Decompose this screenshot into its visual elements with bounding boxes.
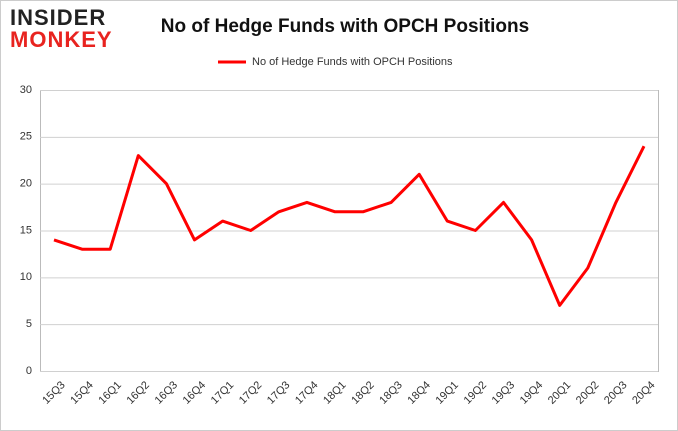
y-tick-label: 20 [20, 178, 32, 190]
logo-top: INSIDER [10, 5, 106, 30]
y-tick-label: 10 [20, 271, 32, 283]
y-tick-label: 0 [26, 365, 32, 377]
chart-title: No of Hedge Funds with OPCH Positions [161, 16, 529, 37]
y-tick-label: 15 [20, 224, 32, 236]
y-tick-label: 30 [20, 84, 32, 96]
data-line [53, 145, 646, 307]
y-tick-label: 5 [26, 318, 32, 330]
y-tick-label: 25 [20, 131, 32, 143]
logo-bottom: MONKEY [10, 27, 113, 52]
legend-label: No of Hedge Funds with OPCH Positions [252, 56, 453, 68]
